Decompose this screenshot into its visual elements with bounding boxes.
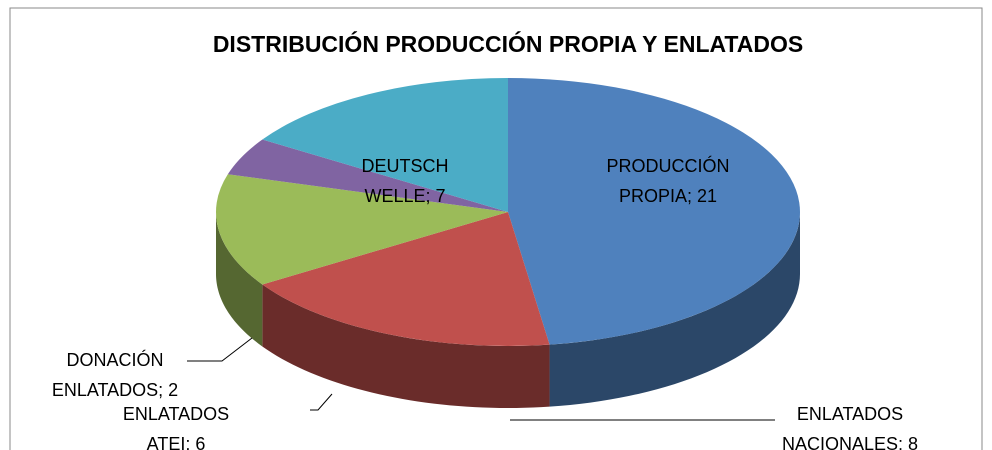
slice: [216, 174, 509, 285]
slice: [508, 78, 800, 345]
slice: [262, 212, 550, 346]
data-label: ENLATADOS NACIONALES; 8: [782, 404, 918, 450]
leader-line: [187, 337, 253, 362]
slice-side: [216, 212, 263, 347]
data-label: PRODUCCIÓN PROPIA; 21: [606, 155, 729, 206]
data-label: ENLATADOS ATEI; 6: [123, 404, 229, 450]
leader-line: [310, 393, 333, 411]
slice: [262, 78, 508, 212]
slice-side: [549, 212, 800, 407]
data-label: DEUTSCH WELLE; 7: [361, 156, 448, 206]
data-label: DONACIÓN ENLATADOS; 2: [52, 349, 178, 400]
slice: [227, 139, 508, 212]
chart-title: DISTRIBUCIÓN PRODUCCIÓN PROPIA Y ENLATAD…: [213, 30, 803, 57]
pie: [216, 78, 800, 408]
slice-side: [262, 284, 550, 408]
chart-frame: [9, 7, 983, 450]
